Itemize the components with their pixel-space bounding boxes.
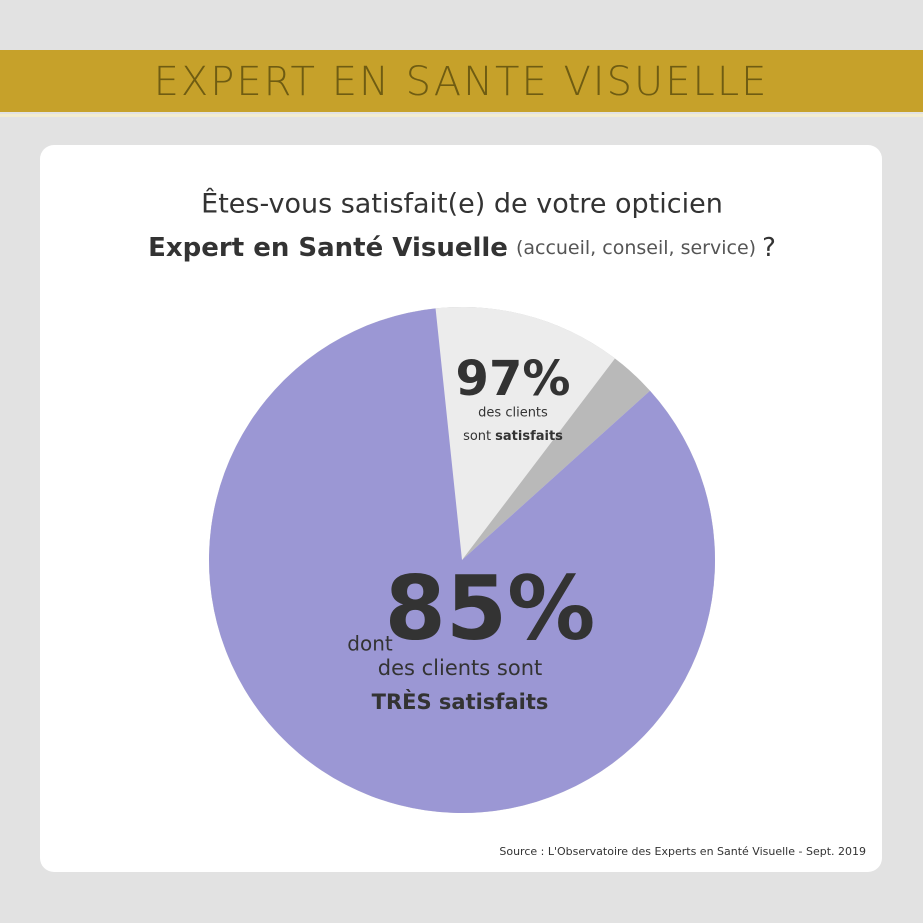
header-rule (0, 114, 923, 117)
annotation-text: sont (463, 429, 491, 444)
value-label: 85% (385, 557, 596, 660)
value-label: 97% (456, 351, 571, 407)
chart-subtitle: Expert en Santé Visuelle (accueil, consei… (148, 233, 776, 263)
pie-slice (209, 308, 715, 813)
subtitle-bold: Expert en Santé Visuelle (148, 233, 508, 263)
subtitle-end: ? (762, 233, 776, 263)
header-title: EXPERT EN SANTE VISUELLE (154, 59, 769, 105)
annotation: des clients sont (378, 656, 543, 680)
annotation: sont satisfaits (463, 429, 563, 444)
pie (209, 307, 715, 814)
source: Source : L'Observatoire des Experts en S… (499, 845, 866, 858)
annotation: des clients (478, 406, 548, 421)
subtitle-note: (accueil, conseil, service) (516, 237, 756, 259)
header-band (0, 50, 923, 112)
annotation-bold: TRÈS satisfaits (372, 689, 549, 714)
annotation: dont (347, 632, 393, 656)
annotation-bold: satisfaits (495, 429, 563, 444)
chart-title: Êtes-vous satisfait(e) de votre opticien (201, 188, 723, 220)
